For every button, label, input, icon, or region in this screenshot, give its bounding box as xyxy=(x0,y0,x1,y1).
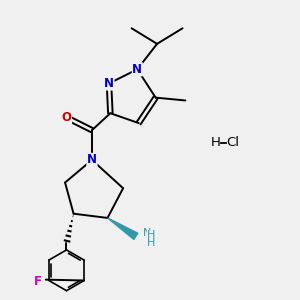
Text: H: H xyxy=(147,238,156,248)
Text: H: H xyxy=(211,136,221,149)
Text: N: N xyxy=(132,63,142,76)
Text: F: F xyxy=(34,274,42,288)
Text: N: N xyxy=(104,77,114,90)
Polygon shape xyxy=(107,218,138,239)
Text: N: N xyxy=(142,228,151,238)
Text: N: N xyxy=(87,153,97,167)
Text: H: H xyxy=(147,230,156,241)
Text: Cl: Cl xyxy=(226,136,239,149)
Text: O: O xyxy=(61,111,71,124)
